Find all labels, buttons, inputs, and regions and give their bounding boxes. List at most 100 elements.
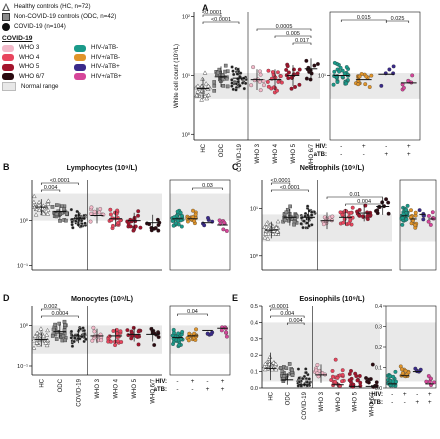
data-point [413,223,418,228]
data-point [357,208,362,212]
x-tick-label: WHO 3 [255,143,261,163]
panel-letter: B [3,162,10,172]
y-tick-label: 0.3 [375,325,382,331]
data-point [340,368,345,373]
data-point [204,96,210,101]
data-point [330,374,335,379]
data-point [275,88,279,93]
data-point [380,200,385,205]
data-point [202,70,208,75]
data-point [270,70,275,75]
hiv-value: + [362,143,366,150]
data-point [275,219,281,224]
data-point [129,336,134,341]
data-point [287,218,291,223]
p-value-label: 0.015 [357,15,371,21]
p-value-label: <0.0001 [280,185,300,191]
data-point [271,360,276,365]
x-tick-label: WHO 5 [353,391,359,411]
data-point [50,205,55,209]
legend-label: COVID-19 (n=104) [14,23,66,31]
y-tick-label: 10² [182,15,190,21]
x-tick-label: WHO 6/7 [309,143,315,168]
data-point [31,199,37,204]
data-point [266,84,271,89]
data-point [266,68,271,73]
data-point [350,205,355,210]
y-tick-label: 10⁻¹ [17,364,28,370]
legend-item-covid: COVID-19 (n=104) [2,22,202,32]
data-point [287,362,292,366]
significance-bracket [270,189,309,192]
panel-title: Monocytes (10⁹/L) [71,294,134,303]
data-point [125,328,130,333]
data-point [426,219,431,224]
data-point [31,345,37,350]
data-point [281,377,286,381]
data-point [285,64,290,69]
data-point [305,221,309,225]
data-point [156,223,161,227]
data-point [400,216,405,221]
data-point [299,216,304,220]
data-point [300,376,305,381]
legend-group-who67: WHO 6/7 [2,73,74,81]
data-point [79,218,84,223]
data-point [409,215,413,220]
data-point [276,79,281,84]
data-point [191,208,195,213]
data-point [128,224,133,229]
data-point [278,74,283,79]
p-value-label: 0.002 [44,304,58,310]
data-point [69,207,74,212]
data-point [265,236,271,241]
data-point [136,329,141,334]
p-value-label: <0.0001 [211,17,231,23]
data-point [44,342,50,348]
data-point [221,227,226,232]
data-point [224,334,229,339]
data-point [284,67,289,72]
y-tick-label: 0.5 [250,304,258,310]
data-point [138,225,143,230]
square-icon [2,13,10,21]
data-point [115,339,120,344]
data-point [304,367,308,371]
hiv-value: + [191,378,195,385]
atb-row-label: aTB: [370,400,383,406]
data-point [179,224,184,229]
data-point [363,82,368,87]
x-tick-label: WHO 3 [319,391,325,411]
data-point [206,92,211,97]
data-point [224,330,229,335]
significance-bracket [286,322,305,325]
swatch-icon [2,73,14,81]
data-point [54,212,59,216]
data-point [180,213,184,218]
data-point [332,60,337,65]
p-value-label: 0.004 [289,318,303,324]
data-point [297,376,301,380]
y-tick-label: 10⁻¹ [17,264,28,270]
normal-range-swatch-icon [2,82,16,92]
data-point [108,207,113,212]
data-point [293,85,297,89]
data-point [340,68,345,73]
p-value-label: 0.004 [280,311,294,317]
y-tick-label: 10⁰ [20,218,29,225]
swatch-icon [2,63,14,71]
data-point [72,339,76,344]
panel-title: Neutrophils (10⁹/L) [300,163,365,172]
data-point [45,201,51,206]
data-point [384,197,389,202]
data-point [136,213,141,218]
data-point [231,72,236,77]
data-point [309,213,314,217]
data-point [357,213,362,218]
data-point [57,321,61,326]
x-tick-label: HC [201,143,207,152]
p-value-label: <0.0001 [202,10,222,16]
data-point [262,235,268,240]
hiv-row-label: HIV: [371,392,383,398]
x-tick-label: WHO 4 [273,143,279,163]
